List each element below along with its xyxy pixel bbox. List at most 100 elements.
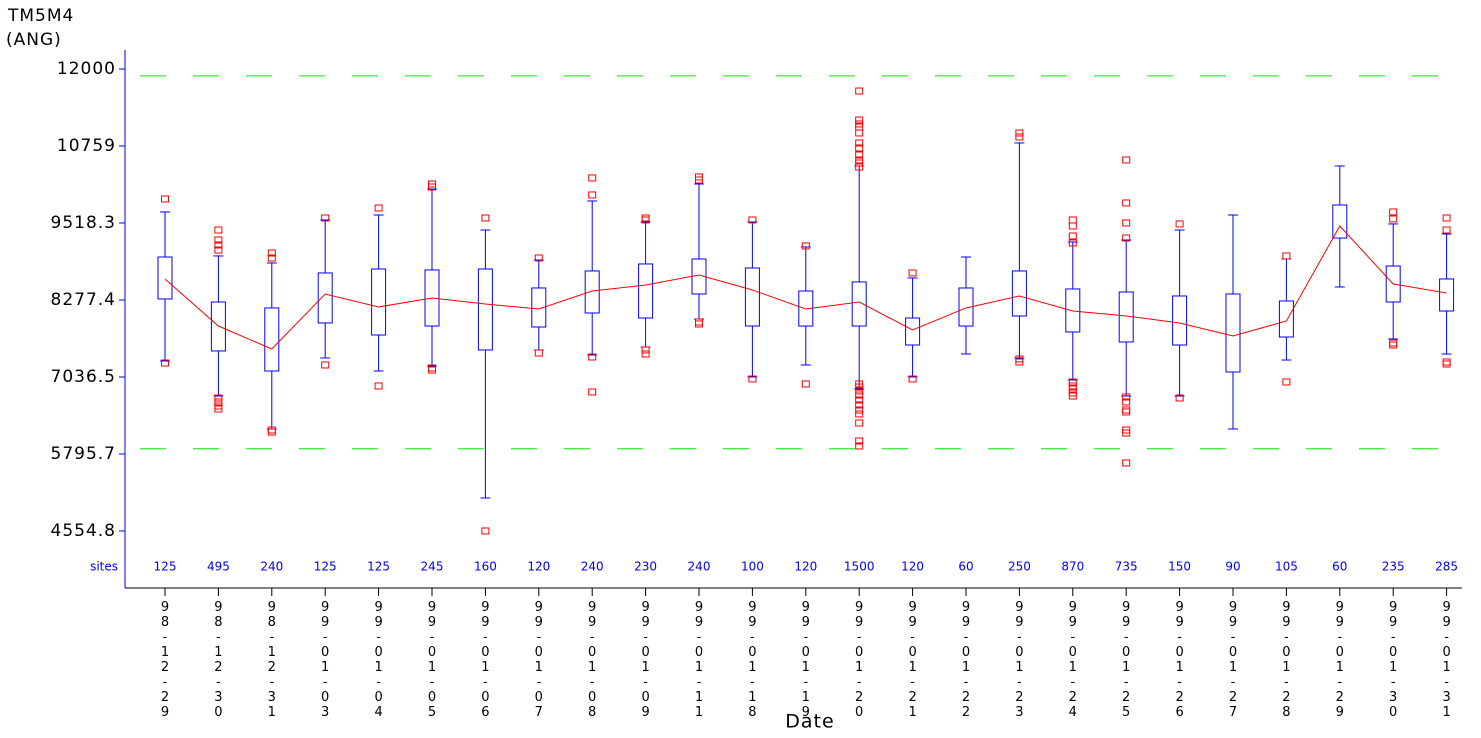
x-tick-label: 99-01-22 [959,600,974,720]
y-tick-label: 8277.4 [51,290,116,310]
site-count: 495 [207,560,230,574]
median-line [164,225,1447,350]
outlier [1175,220,1184,228]
outlier [1122,219,1131,227]
site-count: 60 [1332,560,1347,574]
outlier [267,428,276,436]
box [1439,278,1455,312]
outlier [374,382,383,390]
outlier [1389,208,1398,216]
outlier [1122,408,1131,416]
outlier [855,442,864,450]
outlier [855,406,864,414]
box [1385,265,1401,303]
site-count: 120 [794,560,817,574]
box [531,287,547,328]
box [1065,288,1081,333]
site-count: 125 [154,560,177,574]
x-tick-label: 99-01-26 [1172,600,1187,720]
box [317,272,333,324]
y-tick-label: 4554.8 [51,521,116,541]
outlier [1282,378,1291,386]
outlier [1068,239,1077,247]
site-count: 240 [260,560,283,574]
outlier [1122,156,1131,164]
box [210,301,226,352]
outlier [267,249,276,257]
outlier [855,163,864,171]
outlier [1442,358,1451,366]
outlier [1015,129,1024,137]
x-tick-label: 99-01-03 [318,600,333,720]
site-count: 60 [958,560,973,574]
x-tick-label: 99-01-23 [1012,600,1027,720]
site-count: 105 [1275,560,1298,574]
box [638,263,654,319]
site-count: 125 [367,560,390,574]
box [264,307,280,372]
outlier [748,375,757,383]
outlier [267,254,276,262]
outlier [481,527,490,535]
outlier [855,437,864,445]
outlier [855,151,864,159]
outlier [588,191,597,199]
x-tick-label: 99-01-31 [1439,600,1454,720]
outlier [214,226,223,234]
box [157,256,173,300]
outlier [1068,232,1077,240]
site-count: 240 [581,560,604,574]
box [744,267,760,327]
outlier [481,214,490,222]
outlier [855,401,864,409]
outlier [801,242,810,250]
outlier [214,246,223,254]
x-tick-label: 98-12-31 [264,600,279,720]
outlier [641,346,650,354]
sites-label: sites [90,560,118,574]
outlier [855,144,864,152]
x-tick-label: 99-01-18 [745,600,760,720]
outlier [374,204,383,212]
site-count: 150 [1168,560,1191,574]
outlier [855,159,864,167]
outlier [1068,216,1077,224]
outlier [641,216,650,224]
y-tick-label: 12000 [57,59,116,79]
outlier [214,398,223,406]
outlier [214,241,223,249]
site-count: 100 [741,560,764,574]
outlier [1068,385,1077,393]
outlier [1282,252,1291,260]
outlier [801,380,810,388]
outlier [1122,393,1131,401]
y-tick-label: 9518.3 [51,213,116,233]
outlier [321,361,330,369]
outlier [161,359,169,367]
outlier [1122,459,1131,467]
outlier [1442,360,1451,368]
x-tick-label: 99-01-07 [531,600,546,720]
x-tick-label: 99-01-27 [1226,600,1241,720]
outlier [855,116,864,124]
x-tick-label: 99-01-30 [1386,600,1401,720]
y-tick-label: 5795.7 [51,444,116,464]
site-count: 870 [1061,560,1084,574]
site-count: 120 [901,560,924,574]
box [424,269,440,327]
box [851,281,867,327]
outlier [855,396,864,404]
y-tick-label: 10759 [57,136,116,156]
outlier [855,129,864,137]
outlier [1442,226,1451,234]
y-axis-label: TM5M4 [7,6,74,26]
outlier [321,214,330,222]
outlier [1389,215,1398,223]
x-axis-label: Date [785,711,834,733]
outlier [1122,199,1131,207]
box [371,268,387,336]
outlier [908,269,917,277]
box [1011,270,1027,317]
x-tick-label: 99-01-09 [638,600,653,720]
